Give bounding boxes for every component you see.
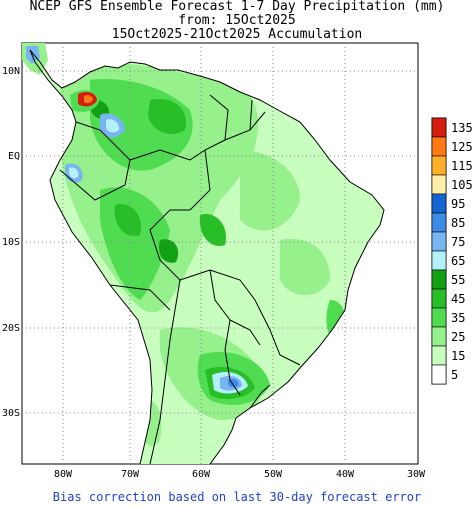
lat-label-eq: EQ — [8, 151, 20, 162]
legend-swatch-135 — [431, 117, 447, 138]
legend-swatch-55 — [431, 269, 447, 290]
legend-label-85: 85 — [451, 216, 465, 230]
legend-swatch-25 — [431, 326, 447, 347]
legend-swatch-95 — [431, 193, 447, 214]
axis-labels: 10N EQ 10S 20S 30S 80W 70W 60W 50W 40W 3… — [2, 66, 426, 480]
legend-swatch-45 — [431, 288, 447, 309]
lon-label-70w: 70W — [121, 469, 140, 480]
lon-label-50w: 50W — [264, 469, 283, 480]
lat-label-30s: 30S — [2, 408, 20, 419]
legend-label-5: 5 — [451, 368, 458, 382]
legend-swatch-85 — [431, 212, 447, 233]
legend-label-25: 25 — [451, 330, 465, 344]
legend-swatch-115 — [431, 155, 447, 176]
map-title-line-2: from: 15Oct2025 — [178, 13, 296, 28]
map-title-line-3: 15Oct2025-21Oct2025 Accumulation — [111, 27, 363, 42]
lat-label-20s: 20S — [2, 323, 20, 334]
legend-label-15: 15 — [451, 349, 465, 363]
legend-swatch-75 — [431, 231, 447, 252]
legend-label-125: 125 — [451, 140, 473, 154]
lat-label-10n: 10N — [2, 66, 20, 77]
legend-label-95: 95 — [451, 197, 465, 211]
lon-label-30w: 30W — [407, 469, 426, 480]
legend-label-115: 115 — [451, 159, 473, 173]
map-title-line-1: NCEP GFS Ensemble Forecast 1-7 Day Preci… — [29, 0, 445, 14]
legend-label-75: 75 — [451, 235, 465, 249]
precipitation-legend: 135 125 115 105 95 85 75 65 55 45 35 25 15 5 — [431, 117, 473, 385]
lon-label-40w: 40W — [336, 469, 355, 480]
lon-label-80w: 80W — [54, 469, 73, 480]
legend-swatch-105 — [431, 174, 447, 195]
legend-label-55: 55 — [451, 273, 465, 287]
legend-swatch-35 — [431, 307, 447, 328]
legend-label-45: 45 — [451, 292, 465, 306]
legend-swatch-65 — [431, 250, 447, 271]
coastlines-and-borders — [29, 49, 385, 464]
legend-swatch-125 — [431, 136, 447, 157]
legend-label-65: 65 — [451, 254, 465, 268]
legend-label-35: 35 — [451, 311, 465, 325]
lat-label-10s: 10S — [2, 237, 20, 248]
bias-correction-note: Bias correction based on last 30-day for… — [52, 490, 422, 504]
legend-swatch-15 — [431, 345, 447, 366]
lon-label-60w: 60W — [192, 469, 211, 480]
legend-swatch-5 — [431, 364, 447, 385]
legend-label-135: 135 — [451, 121, 473, 135]
legend-label-105: 105 — [451, 178, 473, 192]
